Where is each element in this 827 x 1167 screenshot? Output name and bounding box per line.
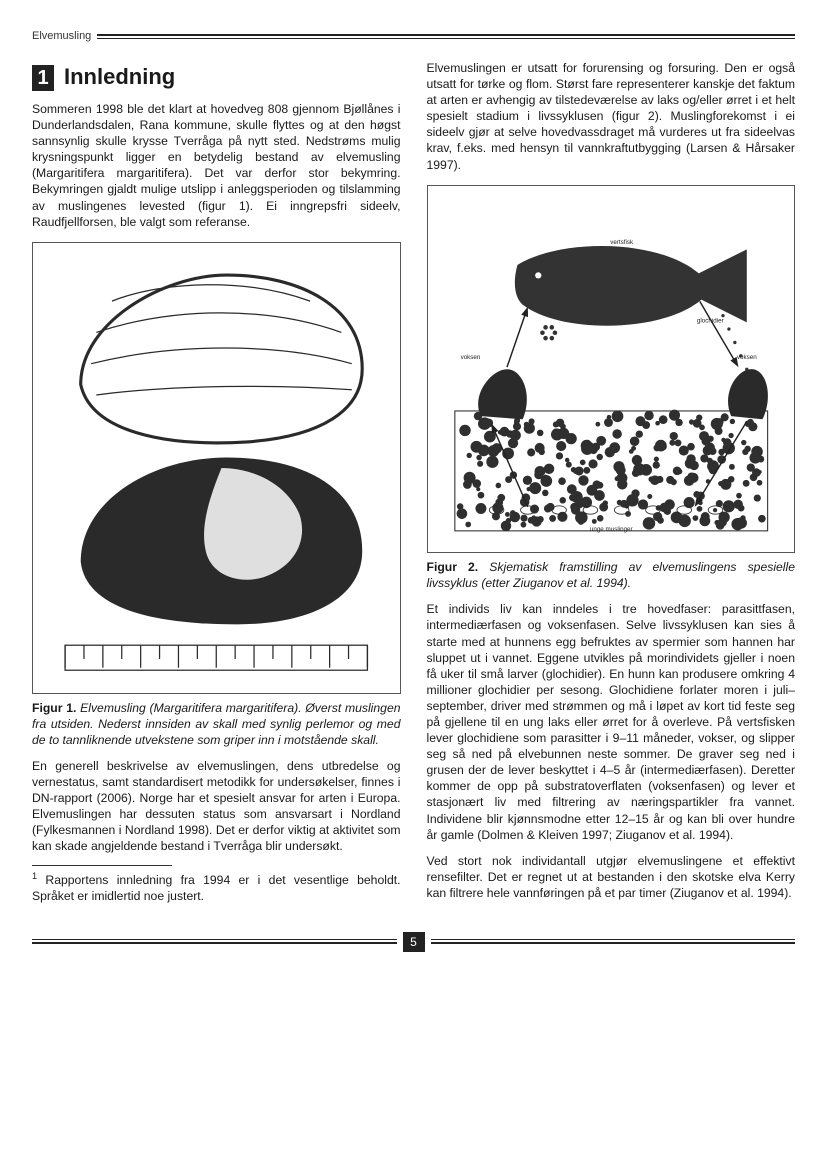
footnote-1-text: Rapportens innledning fra 1994 er i det … <box>32 873 401 903</box>
figure-1-caption: Figur 1. Elvemusling (Margaritifera marg… <box>32 700 401 748</box>
svg-text:unge muslinger: unge muslinger <box>589 526 632 533</box>
figure-1: Figur 1. Elvemusling (Margaritifera marg… <box>32 242 401 748</box>
section-number: 1 <box>32 65 54 91</box>
figure-1-frame <box>32 242 401 694</box>
page-number: 5 <box>403 932 425 952</box>
footnote-rule <box>32 865 172 866</box>
figure-2-frame: vertsfisk voksen voksen glochidier unge musl… <box>427 185 796 554</box>
footnote-1: 1 Rapportens innledning fra 1994 er i de… <box>32 870 401 904</box>
figure-1-label: Figur 1. <box>32 701 76 715</box>
right-paragraph-2: Et individs liv kan inndeles i tre hoved… <box>427 601 796 842</box>
running-head-label: Elvemusling <box>32 30 97 42</box>
intro-paragraph-2: En generell beskrivelse av elvemuslingen… <box>32 758 401 855</box>
footer-rule-right <box>431 939 796 944</box>
footer-rule-left <box>32 939 397 944</box>
intro-paragraph-1: Sommeren 1998 ble det klart at hovedveg … <box>32 101 401 230</box>
running-head-rule <box>97 34 795 39</box>
svg-text:voksen: voksen <box>460 353 480 360</box>
figure-2-caption: Figur 2. Skjematisk framstilling av elve… <box>427 559 796 591</box>
page-footer: 5 <box>32 932 795 952</box>
svg-text:vertsfisk: vertsfisk <box>610 239 634 246</box>
svg-text:glochidier: glochidier <box>696 317 723 324</box>
svg-text:voksen: voksen <box>736 353 756 360</box>
figure-1-svg <box>39 249 394 687</box>
figure-2-label: Figur 2. <box>427 560 479 574</box>
right-paragraph-3: Ved stort nok individantall utgjør elvem… <box>427 853 796 901</box>
section-title: Innledning <box>64 64 175 90</box>
left-column: 1 Innledning Sommeren 1998 ble det klart… <box>32 60 401 914</box>
figure-1-caption-text: Elvemusling (Margaritifera margaritifera… <box>32 701 401 747</box>
right-paragraph-1: Elvemuslingen er utsatt for forurensing … <box>427 60 796 173</box>
running-head: Elvemusling <box>32 30 795 42</box>
figure-2: vertsfisk voksen voksen glochidier unge musl… <box>427 185 796 592</box>
right-column: Elvemuslingen er utsatt for forurensing … <box>427 60 796 914</box>
figure-2-caption-text: Skjematisk framstilling av elvemuslingen… <box>427 560 796 590</box>
section-heading: 1 Innledning <box>32 64 401 91</box>
figure-2-svg: vertsfisk voksen voksen glochidier unge musl… <box>434 192 789 547</box>
